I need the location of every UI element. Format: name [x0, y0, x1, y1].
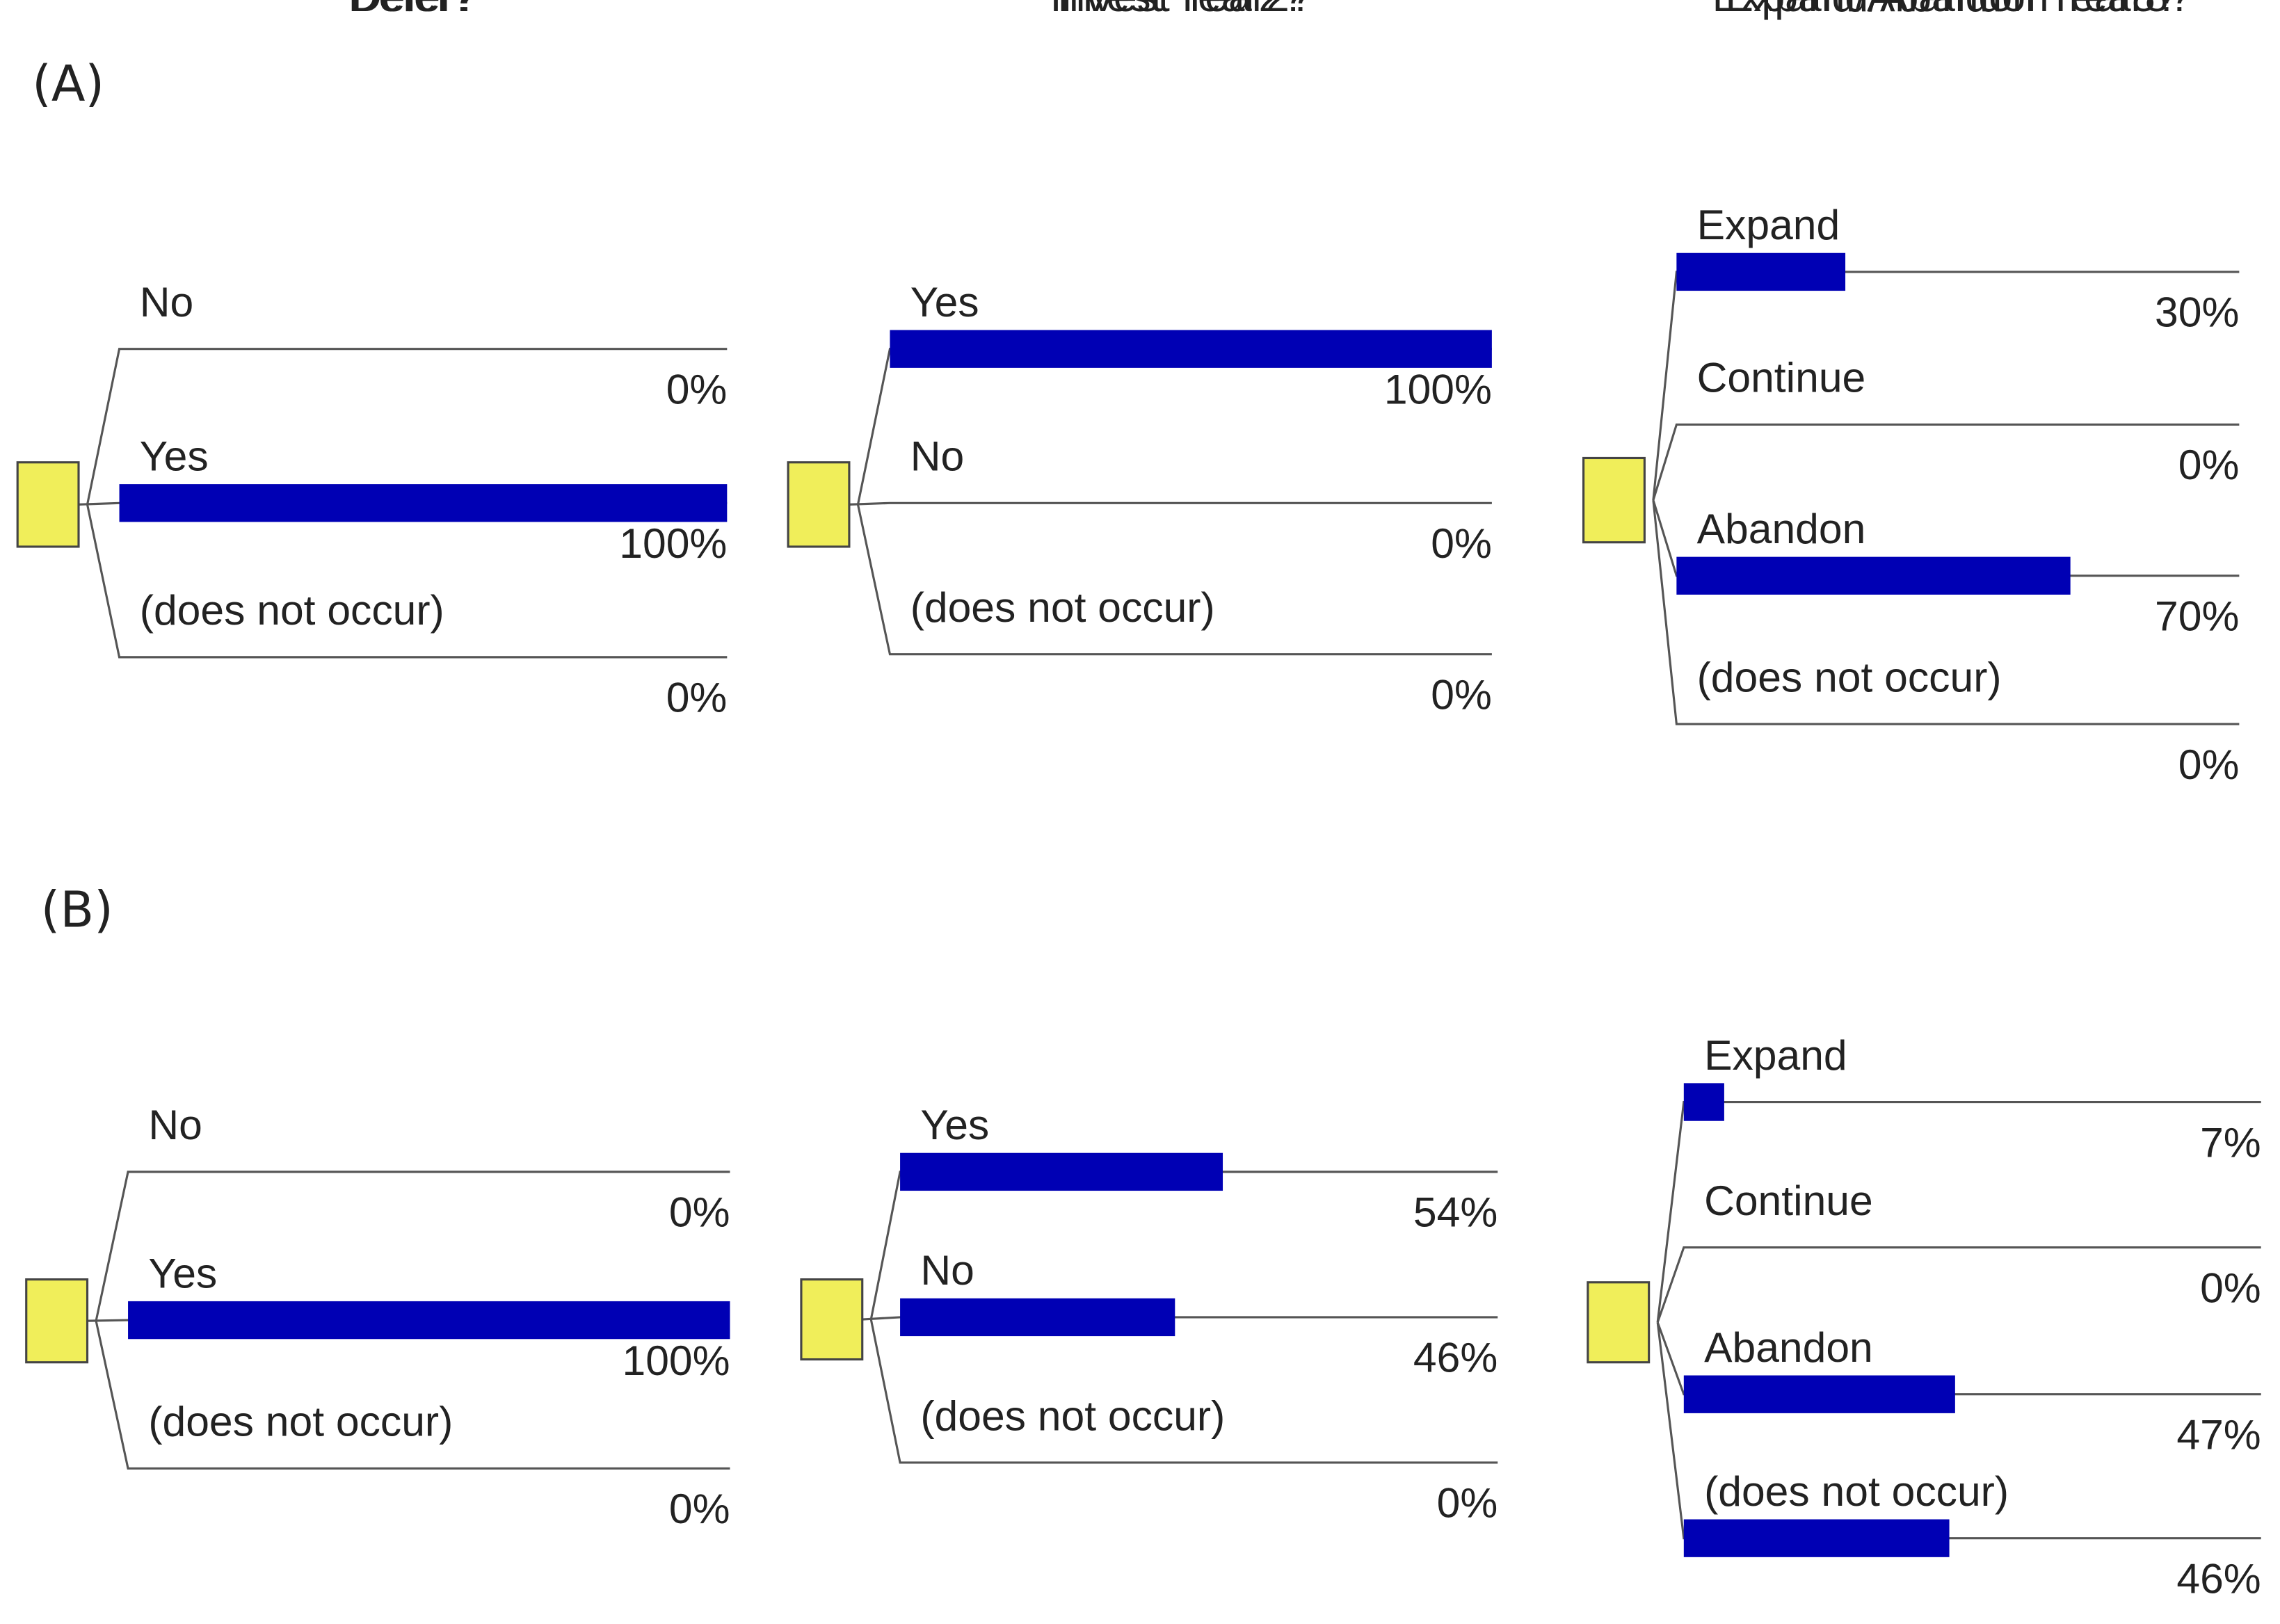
- probability-label: 47%: [2176, 1410, 2261, 1458]
- branch-label: No: [910, 433, 964, 480]
- branch-label: Expand: [1697, 201, 1840, 248]
- branch-label: (does not occur): [140, 586, 444, 634]
- branch-label: (does not occur): [920, 1392, 1225, 1439]
- tree-title: Expand/Abandon Year8?: [1726, 0, 2192, 20]
- tree-title: Defer?: [351, 0, 478, 20]
- decision-node: [25, 1278, 89, 1364]
- tree-title: Defer?: [348, 0, 475, 20]
- probability-label: 7%: [2200, 1118, 2261, 1166]
- decision-node: [800, 1278, 864, 1361]
- branch-label: (does not occur): [148, 1398, 453, 1445]
- panel-label: (B): [41, 881, 113, 938]
- decision-node: [16, 461, 80, 548]
- probability-label: 0%: [666, 674, 728, 721]
- probability-label: 100%: [1384, 365, 1492, 412]
- branch-label: No: [920, 1246, 974, 1294]
- decision-node: [1582, 456, 1646, 544]
- branch-label: No: [140, 278, 193, 325]
- probability-bar: [1683, 1519, 1950, 1557]
- branch-label: Yes: [920, 1101, 989, 1148]
- probability-label: 0%: [666, 365, 728, 412]
- branch-line: [1652, 423, 2240, 501]
- probability-bar: [1676, 556, 2071, 595]
- probability-label: 100%: [619, 520, 727, 567]
- branch-line: [869, 1171, 1498, 1320]
- branch-line: [856, 504, 1492, 656]
- probability-label: 0%: [1437, 1479, 1498, 1527]
- branch-label: Yes: [148, 1249, 217, 1296]
- probability-label: 0%: [1431, 670, 1492, 718]
- probability-label: 0%: [669, 1189, 730, 1236]
- probability-label: 46%: [1413, 1334, 1498, 1381]
- branch-label: Abandon: [1697, 505, 1866, 552]
- tree-title: Invest Year2?: [1050, 0, 1306, 20]
- probability-bar: [1676, 252, 1846, 291]
- panel-label: (A): [32, 55, 104, 113]
- branch-line: [86, 348, 728, 505]
- branch-line: [1656, 1246, 2261, 1323]
- probability-label: 70%: [2155, 593, 2239, 640]
- branch-label: Continue: [1697, 354, 1866, 401]
- decision-node: [787, 461, 851, 548]
- probability-label: 30%: [2155, 289, 2239, 336]
- probability-bar: [900, 1298, 1175, 1337]
- probability-bar: [900, 1152, 1223, 1191]
- branch-label: Abandon: [1704, 1324, 1873, 1371]
- branch-line: [86, 504, 728, 659]
- branch-label: Yes: [910, 278, 979, 325]
- probability-bar: [1683, 1375, 1955, 1413]
- branch-label: (does not occur): [910, 584, 1215, 631]
- probability-label: 0%: [669, 1485, 730, 1532]
- probability-label: 0%: [2178, 741, 2240, 788]
- branch-label: (does not occur): [1704, 1468, 2009, 1515]
- branch-line: [1652, 499, 2240, 725]
- tree-title: Invest Year2?: [1057, 0, 1312, 20]
- probability-label: 46%: [2176, 1554, 2261, 1602]
- probability-bar: [890, 330, 1492, 368]
- probability-bar: [128, 1301, 730, 1340]
- tree-title: Expand/Abandon Year8?: [1712, 0, 2179, 20]
- probability-label: 100%: [622, 1337, 730, 1384]
- branch-line: [95, 1171, 730, 1321]
- probability-bar: [1683, 1083, 1724, 1121]
- branch-line: [869, 1319, 1498, 1464]
- probability-label: 0%: [1431, 520, 1492, 567]
- branch-label: Yes: [140, 433, 209, 480]
- branch-label: (does not occur): [1697, 653, 2002, 700]
- branch-label: Continue: [1704, 1177, 1873, 1224]
- probability-label: 0%: [2200, 1264, 2261, 1311]
- probability-label: 0%: [2178, 441, 2240, 488]
- branch-label: Expand: [1704, 1031, 1847, 1079]
- probability-bar: [119, 484, 728, 522]
- branch-label: No: [148, 1101, 202, 1148]
- branch-line: [849, 501, 1492, 506]
- probability-label: 54%: [1413, 1189, 1498, 1236]
- decision-node: [1587, 1281, 1651, 1364]
- branch-line: [95, 1320, 730, 1470]
